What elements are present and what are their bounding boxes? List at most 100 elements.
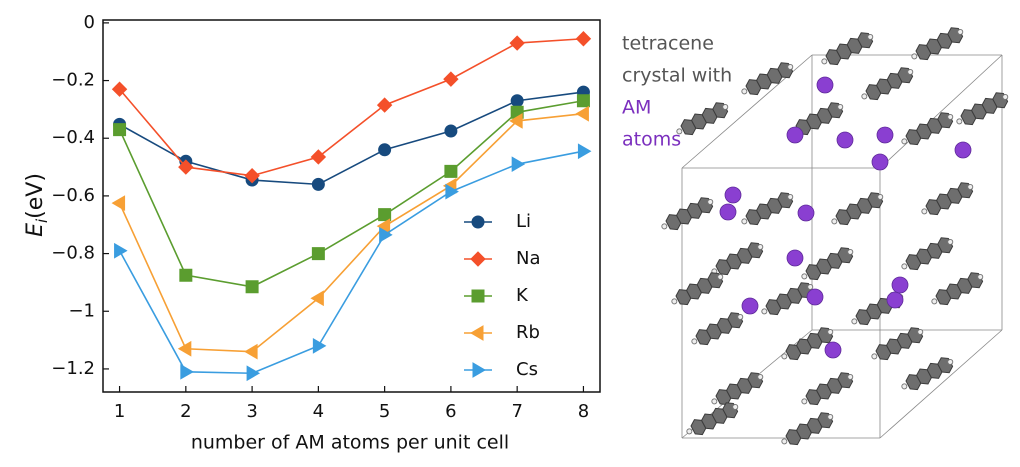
h-atom — [827, 413, 834, 420]
series-line — [119, 91, 584, 186]
x-tick-label: 2 — [180, 401, 191, 422]
series — [111, 105, 589, 360]
x-tick-label: 8 — [578, 401, 589, 422]
molecule — [661, 197, 714, 231]
legend-label: Cs — [516, 359, 538, 380]
h-atom — [947, 238, 954, 245]
am-atom — [806, 288, 824, 306]
marker — [244, 168, 260, 184]
marker — [312, 337, 327, 354]
crystal-image — [661, 27, 1009, 446]
h-atom — [917, 328, 924, 335]
marker — [310, 149, 327, 165]
molecule — [871, 327, 924, 361]
y-tick-label: −1.2 — [51, 358, 95, 379]
h-atom — [691, 338, 698, 345]
am-atom — [886, 291, 904, 309]
am-atom — [741, 297, 759, 315]
h-atom — [947, 113, 954, 120]
y-tick-label: −0.8 — [51, 243, 95, 264]
marker — [376, 97, 393, 113]
molecule — [901, 357, 954, 391]
am-atom — [824, 341, 842, 359]
h-atom — [732, 403, 739, 410]
am-atom — [786, 126, 804, 144]
am-atom — [954, 141, 972, 159]
marker — [177, 340, 192, 357]
marker — [576, 94, 590, 108]
legend-label: Na — [516, 248, 541, 269]
h-atom — [851, 318, 858, 325]
y-tick-label: −0.2 — [51, 70, 95, 91]
h-atom — [867, 33, 874, 40]
molecule — [956, 92, 1009, 126]
legend-label: K — [516, 285, 529, 306]
x-tick-label: 7 — [511, 401, 522, 422]
h-atom — [781, 353, 788, 360]
marker — [378, 143, 392, 157]
am-atom — [836, 131, 854, 149]
molecule — [901, 237, 954, 271]
image-annotation: AM — [622, 97, 651, 119]
h-atom — [741, 88, 748, 95]
molecule — [781, 412, 834, 446]
h-atom — [861, 93, 868, 100]
marker — [470, 325, 484, 341]
h-atom — [821, 58, 828, 65]
h-atom — [977, 273, 984, 280]
series — [114, 143, 592, 382]
y-label-subscript: i — [33, 218, 51, 223]
series-line — [118, 112, 584, 353]
legend-entry: Li — [464, 211, 531, 232]
h-atom — [907, 68, 914, 75]
marker — [378, 208, 392, 222]
marker — [443, 71, 459, 87]
molecule — [831, 192, 884, 226]
molecule — [741, 62, 794, 96]
legend-label: Li — [516, 211, 531, 232]
h-atom — [737, 313, 744, 320]
molecule — [781, 327, 834, 361]
h-atom — [722, 103, 729, 110]
series-line — [118, 150, 584, 375]
h-atom — [761, 308, 768, 315]
am-atom — [876, 126, 894, 144]
am-atom — [797, 204, 815, 222]
marker — [180, 363, 194, 380]
x-axis-label: number of AM atoms per unit cell — [191, 432, 509, 454]
h-atom — [711, 398, 718, 405]
h-atom — [956, 118, 963, 125]
legend-entry: Rb — [464, 322, 540, 343]
h-atom — [831, 218, 838, 225]
h-atom — [837, 103, 844, 110]
h-atom — [787, 63, 794, 70]
y-axis-label: Ei(eV) — [23, 173, 51, 237]
marker — [379, 226, 393, 243]
h-atom — [957, 28, 964, 35]
h-atom — [741, 218, 748, 225]
marker — [179, 268, 193, 282]
am-atom — [871, 153, 889, 171]
marker — [113, 123, 127, 137]
x-tick-label: 6 — [445, 401, 456, 422]
h-atom — [901, 263, 908, 270]
molecule — [931, 272, 984, 306]
marker — [178, 159, 194, 175]
y-tick-label: −1 — [68, 300, 95, 321]
h-atom — [781, 438, 788, 445]
series-line — [118, 99, 584, 288]
h-atom — [847, 373, 854, 380]
marker — [509, 35, 525, 51]
molecule — [711, 242, 764, 276]
legend-label: Rb — [516, 322, 540, 343]
h-atom — [717, 273, 724, 280]
h-atom — [661, 223, 668, 230]
h-atom — [671, 298, 678, 305]
marker — [510, 94, 524, 108]
marker — [575, 31, 592, 47]
h-atom — [801, 398, 808, 405]
am-atom — [786, 249, 804, 267]
y-tick-label: −0.6 — [51, 185, 95, 206]
marker — [310, 290, 324, 307]
